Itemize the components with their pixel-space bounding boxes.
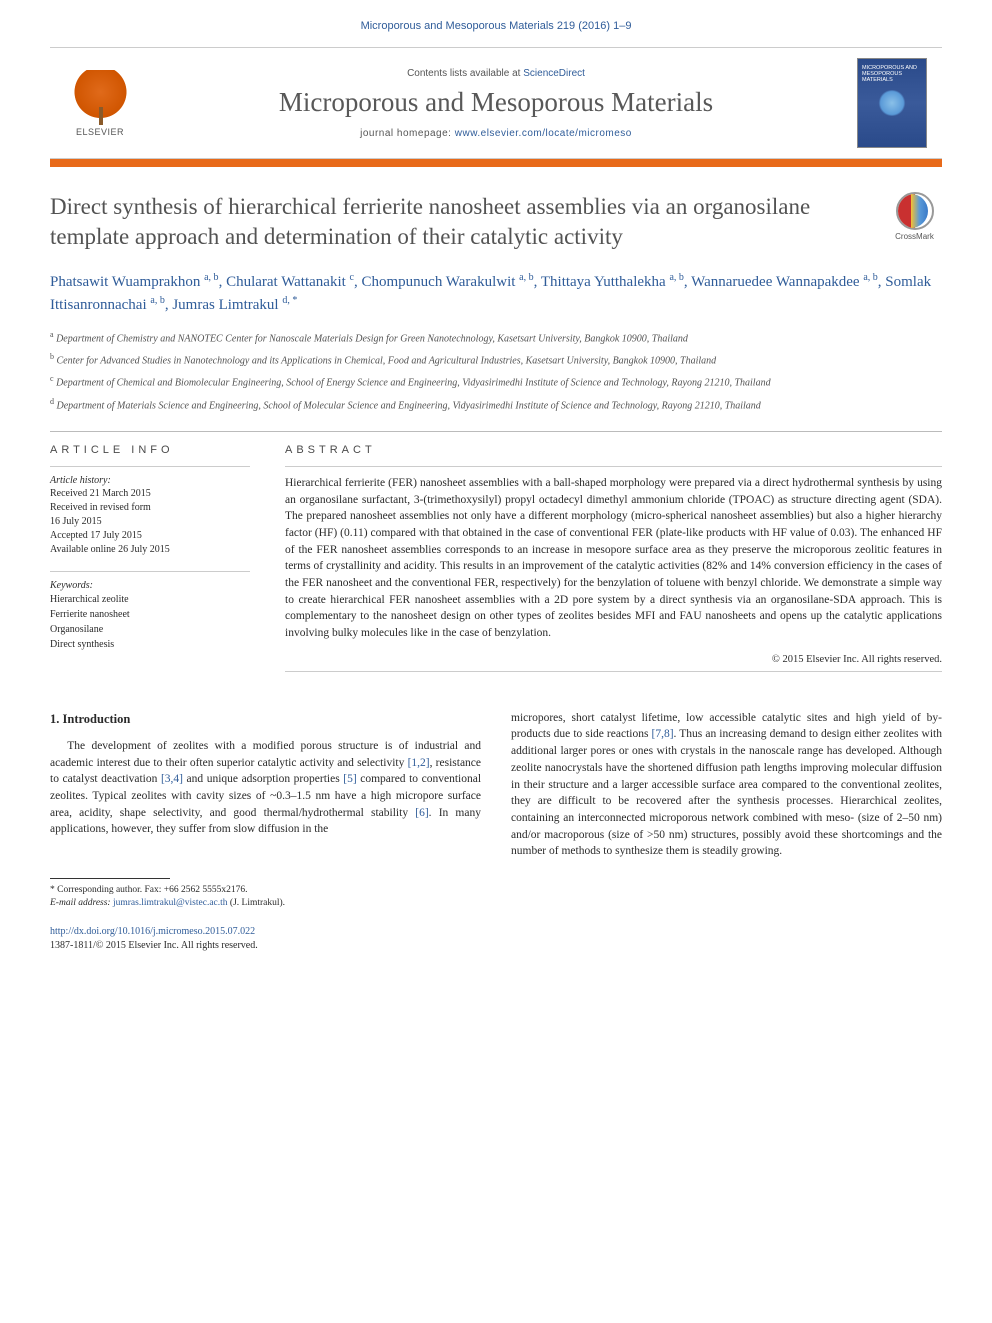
thin-divider [285, 466, 942, 467]
affiliation-text: Department of Materials Science and Engi… [57, 400, 761, 411]
author-aff: c [350, 272, 354, 283]
affiliation-text: Center for Advanced Studies in Nanotechn… [57, 355, 717, 366]
divider [50, 431, 942, 432]
affiliation: d Department of Materials Science and En… [50, 396, 942, 413]
ref-link[interactable]: [7,8] [652, 728, 674, 740]
elsevier-logo: ELSEVIER [65, 70, 135, 137]
homepage-line: journal homepage: www.elsevier.com/locat… [135, 128, 857, 139]
footer-block: http://dx.doi.org/10.1016/j.micromeso.20… [50, 925, 481, 953]
contents-line: Contents lists available at ScienceDirec… [135, 68, 857, 79]
author: Phatsawit Wuamprakhon [50, 274, 200, 290]
ref-link[interactable]: [3,4] [161, 773, 183, 785]
section-heading: 1. Introduction [50, 710, 481, 728]
affiliation-text: Department of Chemical and Biomolecular … [56, 378, 771, 389]
masthead: ELSEVIER Contents lists available at Sci… [50, 47, 942, 159]
author: Wannaruedee Wannapakdee [691, 274, 859, 290]
affiliation: c Department of Chemical and Biomolecula… [50, 373, 942, 390]
orange-bar [50, 159, 942, 167]
history-block: Article history: Received 21 March 2015 … [50, 475, 250, 557]
email-label: E-mail address: [50, 898, 111, 908]
author-aff: d, * [282, 295, 297, 306]
keyword: Organosilane [50, 622, 250, 637]
history-label: Article history: [50, 475, 250, 486]
crossmark-icon [896, 192, 934, 230]
homepage-prefix: journal homepage: [360, 128, 455, 139]
header-citation: Microporous and Mesoporous Materials 219… [50, 20, 942, 32]
author-aff: a, b [204, 272, 218, 283]
revised-date: 16 July 2015 [50, 515, 250, 529]
author-aff: a, b [669, 272, 683, 283]
footnote-block: * Corresponding author. Fax: +66 2562 55… [50, 878, 481, 911]
author-list: Phatsawit Wuamprakhon a, b, Chularat Wat… [50, 270, 942, 317]
article-title: Direct synthesis of hierarchical ferrier… [50, 192, 867, 252]
keywords-block: Keywords: Hierarchical zeolite Ferrierit… [50, 580, 250, 652]
author: Chompunuch Warakulwit [362, 274, 516, 290]
article-info: ARTICLE INFO Article history: Received 2… [50, 444, 250, 680]
elsevier-tree-icon [73, 70, 128, 125]
intro-paragraph-1: The development of zeolites with a modif… [50, 738, 481, 838]
ref-link[interactable]: [1,2] [408, 757, 430, 769]
journal-cover: MICROPOROUS AND MESOPOROUS MATERIALS [857, 58, 927, 148]
affiliation: a Department of Chemistry and NANOTEC Ce… [50, 329, 942, 346]
online-date: Available online 26 July 2015 [50, 543, 250, 557]
author-aff: a, b [863, 272, 877, 283]
abstract-text: Hierarchical ferrierite (FER) nanosheet … [285, 475, 942, 642]
author: Jumras Limtrakul [172, 297, 278, 313]
author: Chularat Wattanakit [226, 274, 346, 290]
body-columns: 1. Introduction The development of zeoli… [50, 710, 942, 953]
issn-line: 1387-1811/© 2015 Elsevier Inc. All right… [50, 939, 481, 953]
info-abstract-row: ARTICLE INFO Article history: Received 2… [50, 444, 942, 680]
ref-link[interactable]: [6] [415, 807, 428, 819]
author-aff: a, b [150, 295, 164, 306]
author-aff: a, b [519, 272, 533, 283]
homepage-link[interactable]: www.elsevier.com/locate/micromeso [455, 128, 632, 139]
abstract-column: ABSTRACT Hierarchical ferrierite (FER) n… [285, 444, 942, 680]
keyword: Direct synthesis [50, 637, 250, 652]
affiliation: b Center for Advanced Studies in Nanotec… [50, 351, 942, 368]
thin-divider [50, 466, 250, 467]
ref-link[interactable]: [5] [343, 773, 356, 785]
crossmark-label: CrossMark [895, 232, 934, 241]
thin-divider [285, 671, 942, 672]
abstract-heading: ABSTRACT [285, 444, 942, 456]
keyword: Ferrierite nanosheet [50, 607, 250, 622]
elsevier-label: ELSEVIER [76, 127, 124, 137]
affiliation-text: Department of Chemistry and NANOTEC Cent… [56, 333, 688, 344]
article-info-heading: ARTICLE INFO [50, 444, 250, 456]
sciencedirect-link[interactable]: ScienceDirect [523, 68, 585, 79]
keyword: Hierarchical zeolite [50, 592, 250, 607]
title-row: Direct synthesis of hierarchical ferrier… [50, 192, 942, 252]
revised-label: Received in revised form [50, 501, 250, 515]
journal-name: Microporous and Mesoporous Materials [135, 87, 857, 118]
author: Thittaya Yutthalekha [541, 274, 666, 290]
copyright-line: © 2015 Elsevier Inc. All rights reserved… [285, 654, 942, 665]
contents-prefix: Contents lists available at [407, 68, 523, 79]
cover-text: MICROPOROUS AND MESOPOROUS MATERIALS [862, 65, 922, 83]
email-line: E-mail address: jumras.limtrakul@vistec.… [50, 897, 481, 910]
intro-paragraph-2: micropores, short catalyst lifetime, low… [511, 710, 942, 860]
doi-link[interactable]: http://dx.doi.org/10.1016/j.micromeso.20… [50, 926, 255, 937]
footnote-divider [50, 878, 170, 879]
email-link[interactable]: jumras.limtrakul@vistec.ac.th [113, 898, 228, 908]
thin-divider [50, 571, 250, 572]
accepted-date: Accepted 17 July 2015 [50, 529, 250, 543]
crossmark-badge[interactable]: CrossMark [887, 192, 942, 241]
masthead-center: Contents lists available at ScienceDirec… [135, 68, 857, 139]
corresponding-author: * Corresponding author. Fax: +66 2562 55… [50, 884, 481, 897]
keywords-label: Keywords: [50, 580, 250, 591]
received-date: Received 21 March 2015 [50, 487, 250, 501]
email-name: (J. Limtrakul). [230, 898, 285, 908]
